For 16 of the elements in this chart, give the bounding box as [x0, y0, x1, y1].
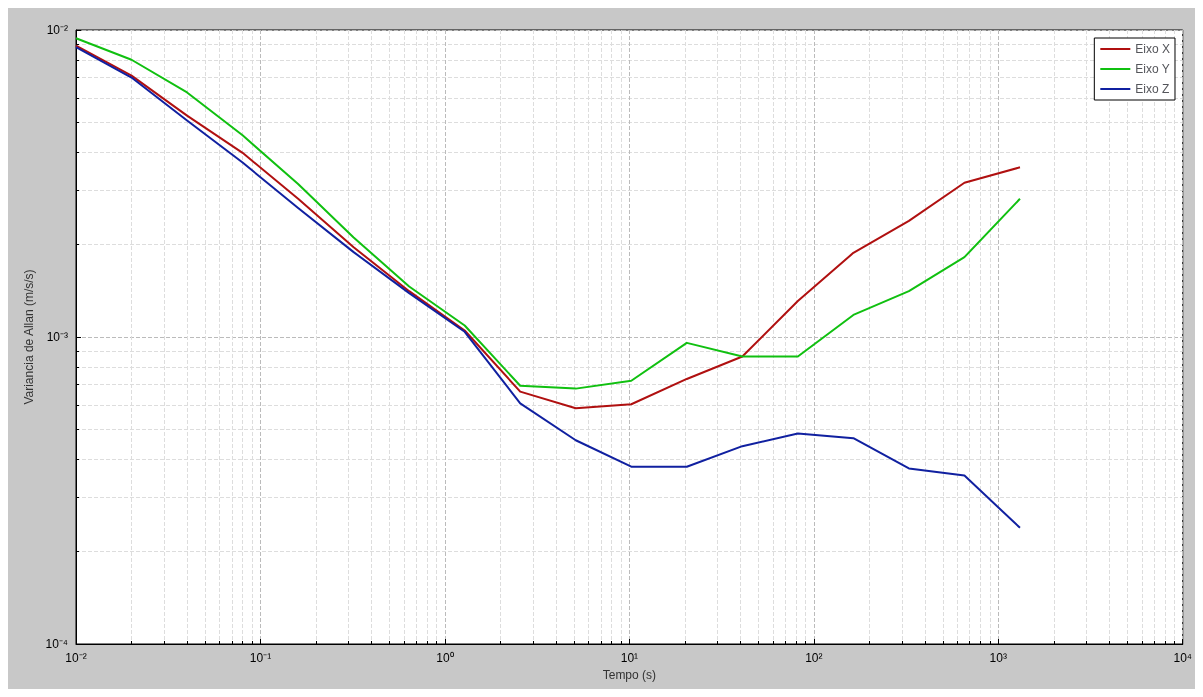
line-series	[75, 46, 1021, 529]
legend-label: Eixo Z	[1135, 82, 1170, 96]
y-axis-title: Variancia de Allan (m/s/s)	[21, 269, 36, 405]
y-tick-label: 10⁻²	[46, 23, 68, 37]
x-tick-label: 10⁻¹	[249, 651, 272, 665]
x-tick-label: 10⁰	[436, 651, 454, 665]
x-tick-label: 10⁴	[1173, 651, 1193, 665]
legend-label: Eixo X	[1135, 42, 1171, 56]
x-tick-label: 10¹	[620, 651, 639, 665]
x-tick-label: 10²	[805, 651, 823, 665]
y-tick-label: 10⁻⁴	[45, 637, 68, 651]
legend-label: Eixo Y	[1135, 62, 1170, 76]
x-tick-label: 10⁻²	[65, 651, 87, 665]
y-tick-label: 10⁻³	[46, 330, 68, 344]
x-tick-label: 10³	[989, 651, 1007, 665]
x-axis-title: Tempo (s)	[602, 667, 657, 682]
